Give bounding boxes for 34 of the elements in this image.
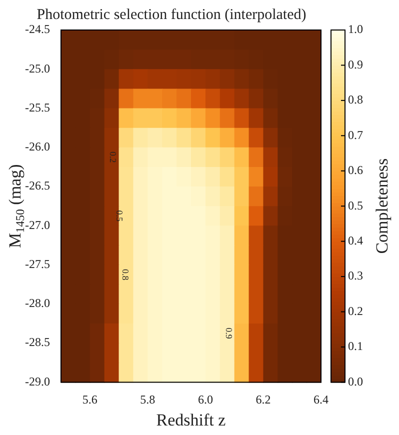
color-bar-label: 0.0 <box>348 374 363 388</box>
y-tick-label: -27.0 <box>24 218 50 232</box>
annotation: 0.5 <box>114 210 124 222</box>
color-bar-label: 0.7 <box>348 128 363 142</box>
y-tick-label: -25.0 <box>24 61 50 76</box>
chart-title: Photometric selection function (interpolated) <box>36 6 306 23</box>
y-tick-label: -25.5 <box>24 100 50 114</box>
y-tick-label: -28.5 <box>24 335 50 350</box>
x-tick-label: 5.8 <box>140 392 156 407</box>
annotation: 0.2 <box>108 152 118 163</box>
x-axis-title: Redshift z <box>156 410 226 430</box>
x-tick-label: 6.0 <box>198 392 213 407</box>
y-tick-label: -28.0 <box>24 296 50 310</box>
color-bar-label: 0.3 <box>348 268 363 283</box>
y-tick-label: -24.5 <box>24 22 50 36</box>
color-bar-label: 0.2 <box>348 304 363 318</box>
y-tick-label: -29.0 <box>24 374 50 388</box>
annotation: 0.9 <box>224 328 234 340</box>
color-bar-title: Completeness <box>372 158 392 254</box>
annotation: 0.8 <box>120 268 131 281</box>
y-tick-label: -26.0 <box>24 140 50 154</box>
color-bar-label: 0.9 <box>348 57 363 72</box>
y-axis-title: M1450 (mag) <box>5 164 28 248</box>
color-bar-label: 0.4 <box>348 233 363 248</box>
y-tick-label: -26.5 <box>24 178 50 193</box>
color-bar-label: 1.0 <box>348 22 363 36</box>
x-tick-label: 5.6 <box>82 392 98 407</box>
color-bar-label: 0.5 <box>348 198 363 212</box>
color-bar-label: 0.6 <box>348 163 363 178</box>
x-tick-label: 6.2 <box>256 392 271 407</box>
color-bar-label: 0.8 <box>348 92 363 107</box>
y-tick-label: -27.5 <box>24 256 50 271</box>
color-bar-label: 0.1 <box>348 339 363 354</box>
x-tick-label: 6.4 <box>314 392 328 407</box>
